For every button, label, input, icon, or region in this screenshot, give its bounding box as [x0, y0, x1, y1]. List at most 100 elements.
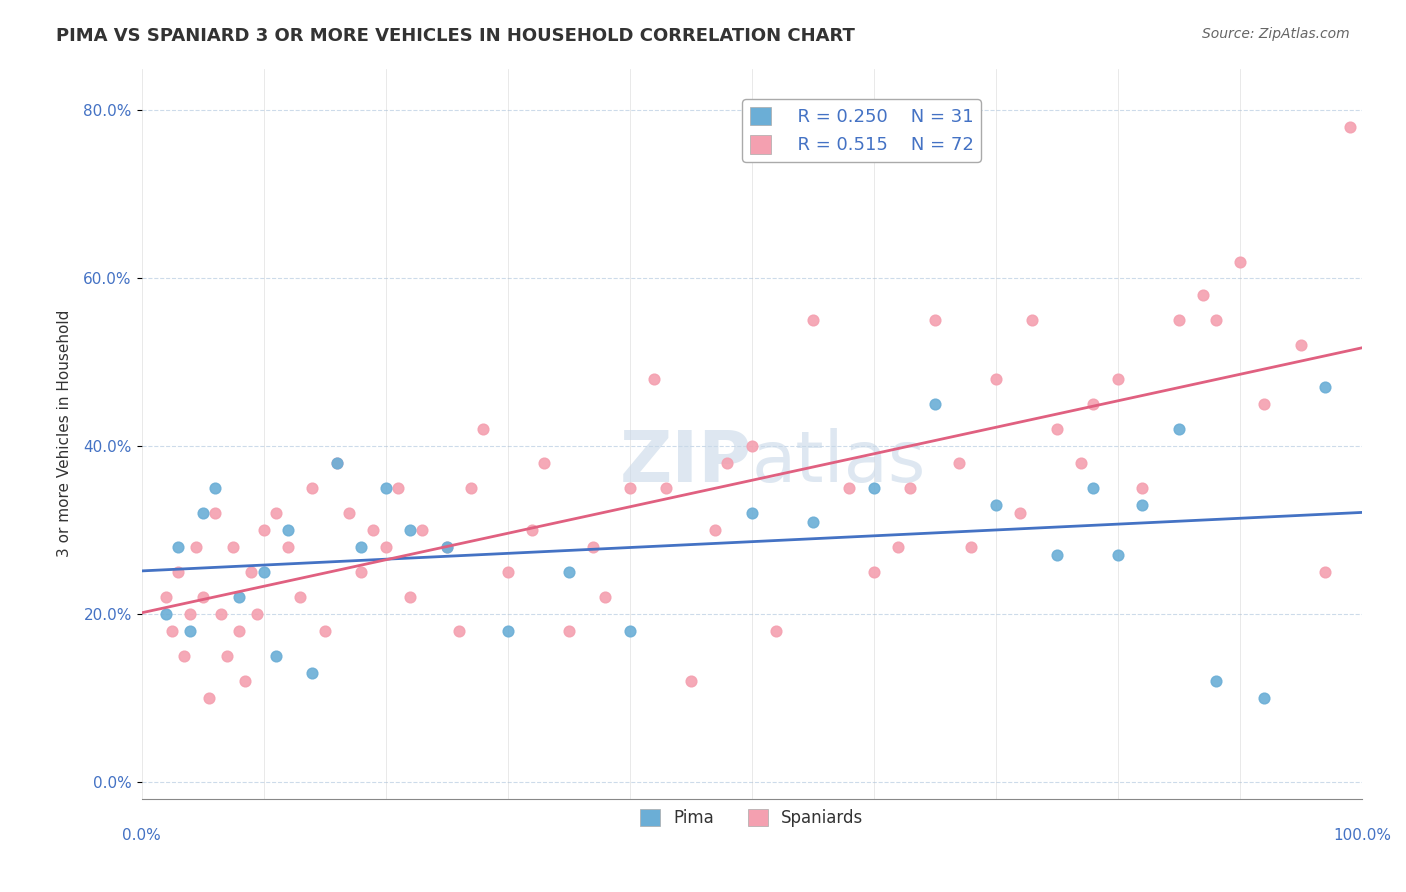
Point [472, 422, 495, 436]
Point [167, 540, 190, 554]
Point [643, 372, 665, 386]
Point [1192, 288, 1215, 302]
Point [215, 648, 238, 663]
Point [246, 607, 269, 621]
Point [277, 540, 299, 554]
Point [326, 456, 349, 470]
Point [277, 523, 299, 537]
Point [741, 439, 763, 453]
Point [1315, 380, 1337, 394]
Text: ZIP: ZIP [620, 428, 752, 498]
Text: 0.0%: 0.0% [122, 828, 160, 843]
Point [716, 456, 738, 470]
Point [314, 624, 336, 638]
Point [1253, 397, 1275, 411]
Point [191, 506, 214, 520]
Point [948, 456, 970, 470]
Point [363, 523, 385, 537]
Point [862, 565, 884, 579]
Point [595, 591, 617, 605]
Point [1167, 422, 1189, 436]
Point [1010, 506, 1032, 520]
Point [1253, 690, 1275, 705]
Point [155, 607, 177, 621]
Point [399, 591, 422, 605]
Text: 100.0%: 100.0% [1333, 828, 1391, 843]
Point [460, 481, 482, 495]
Point [1130, 498, 1153, 512]
Point [191, 591, 214, 605]
Point [960, 540, 983, 554]
Point [924, 397, 946, 411]
Point [533, 456, 555, 470]
Point [155, 591, 177, 605]
Point [741, 506, 763, 520]
Point [496, 624, 519, 638]
Text: PIMA VS SPANIARD 3 OR MORE VEHICLES IN HOUSEHOLD CORRELATION CHART: PIMA VS SPANIARD 3 OR MORE VEHICLES IN H… [56, 27, 855, 45]
Point [179, 607, 201, 621]
Point [374, 540, 396, 554]
Point [186, 540, 208, 554]
Point [387, 481, 409, 495]
Point [1229, 254, 1251, 268]
Point [1046, 422, 1069, 436]
Point [301, 665, 323, 680]
Point [1021, 313, 1043, 327]
Point [679, 674, 702, 689]
Point [887, 540, 910, 554]
Point [264, 648, 287, 663]
Point [1083, 397, 1105, 411]
Text: Source: ZipAtlas.com: Source: ZipAtlas.com [1202, 27, 1350, 41]
Point [1205, 313, 1227, 327]
Point [173, 648, 195, 663]
Point [984, 372, 1007, 386]
Point [337, 506, 360, 520]
Text: atlas: atlas [752, 428, 927, 498]
Point [862, 481, 884, 495]
Point [167, 565, 190, 579]
Point [619, 624, 641, 638]
Point [209, 607, 232, 621]
Point [801, 515, 824, 529]
Point [655, 481, 678, 495]
Point [1289, 338, 1312, 352]
Point [326, 456, 349, 470]
Legend: Pima, Spaniards: Pima, Spaniards [634, 803, 870, 834]
Point [288, 591, 311, 605]
Point [1167, 313, 1189, 327]
Point [1339, 120, 1361, 135]
Point [197, 690, 219, 705]
Point [301, 481, 323, 495]
Point [350, 540, 373, 554]
Point [520, 523, 543, 537]
Point [1107, 549, 1129, 563]
Point [838, 481, 860, 495]
Point [233, 674, 256, 689]
Point [204, 481, 226, 495]
Point [1205, 674, 1227, 689]
Point [204, 506, 226, 520]
Point [1130, 481, 1153, 495]
Point [411, 523, 433, 537]
Point [222, 540, 245, 554]
Point [1083, 481, 1105, 495]
Point [179, 624, 201, 638]
Point [619, 481, 641, 495]
Point [436, 540, 458, 554]
Point [557, 624, 579, 638]
Point [240, 565, 263, 579]
Point [252, 523, 274, 537]
Point [399, 523, 422, 537]
Point [1070, 456, 1092, 470]
Point [984, 498, 1007, 512]
Point [436, 540, 458, 554]
Y-axis label: 3 or more Vehicles in Household: 3 or more Vehicles in Household [58, 310, 72, 558]
Point [924, 313, 946, 327]
Point [1107, 372, 1129, 386]
Point [582, 540, 605, 554]
Point [704, 523, 727, 537]
Point [160, 624, 183, 638]
Point [228, 591, 250, 605]
Point [228, 624, 250, 638]
Point [900, 481, 922, 495]
